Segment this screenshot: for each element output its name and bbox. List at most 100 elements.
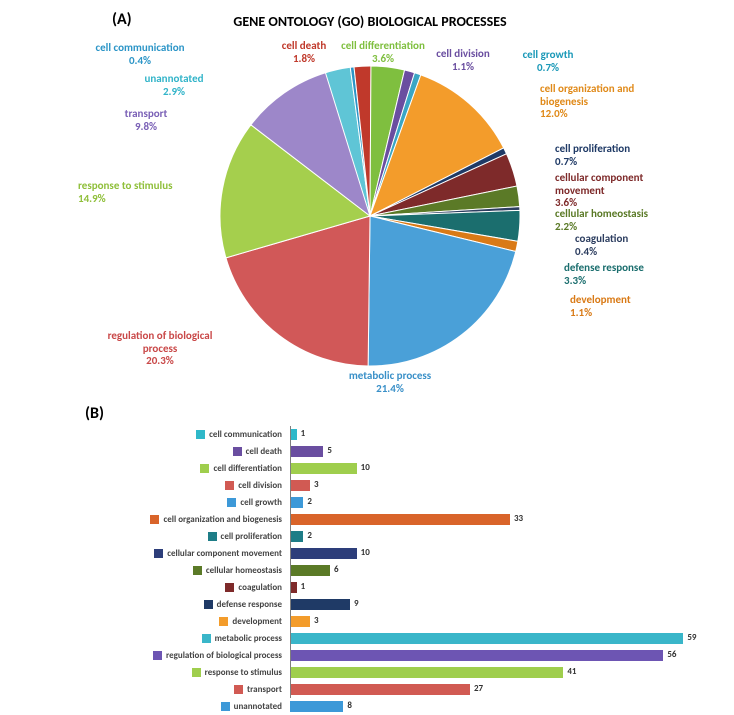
- bar-legend-text: transport: [247, 684, 282, 695]
- bar-fill: [290, 531, 303, 542]
- pie-label-text: cell growth: [523, 49, 574, 62]
- bar-row: cell differentiation 10: [74, 460, 714, 476]
- pie-label-cell_death: cell death1.8%: [282, 40, 327, 65]
- pie-label-unannotated: unannotated2.9%: [144, 73, 203, 98]
- bar-legend: cellular component movement: [74, 548, 282, 559]
- bar-legend: regulation of biological process: [74, 650, 282, 661]
- bar-legend-swatch: [208, 532, 217, 541]
- bar-baseline: [290, 426, 291, 698]
- pie-label-development: development1.1%: [570, 294, 631, 319]
- bar-legend-text: cell division: [238, 480, 282, 491]
- pie-label-pct: 14.9%: [78, 193, 173, 206]
- bar-fill: [290, 480, 310, 491]
- pie-label-cell_org: cell organization andbiogenesis12.0%: [540, 83, 634, 121]
- bar-chart: cell communication1cell death5cell diffe…: [74, 426, 714, 715]
- bar-legend-swatch: [204, 600, 213, 609]
- bar-track: 2: [290, 531, 690, 542]
- pie-label-cell_diff: cell differentiation3.6%: [341, 40, 425, 65]
- bar-legend-text: cell growth: [240, 497, 282, 508]
- bar-fill: [290, 701, 343, 712]
- bar-legend-swatch: [219, 617, 228, 626]
- pie-label-response: response to stimulus14.9%: [78, 180, 173, 205]
- pie-label-text: transport: [125, 108, 168, 121]
- bar-legend-swatch: [227, 498, 236, 507]
- bar-legend: cell differentiation: [74, 463, 282, 474]
- bar-track: 3: [290, 480, 690, 491]
- bar-track: 9: [290, 599, 690, 610]
- bar-value: 3: [314, 615, 319, 626]
- bar-legend: cell proliferation: [74, 531, 282, 542]
- pie-label-text: defense response: [564, 262, 644, 275]
- pie-label-text: metabolic process: [349, 370, 431, 383]
- bar-row: regulation of biological process 56: [74, 647, 714, 663]
- bar-row: cell organization and biogenesis33: [74, 511, 714, 527]
- bar-legend: cell communication: [74, 429, 282, 440]
- bar-row: development 3: [74, 613, 714, 629]
- bar-legend: metabolic process: [74, 633, 282, 644]
- bar-row: response to stimulus41: [74, 664, 714, 680]
- bar-track: 27: [290, 684, 690, 695]
- bar-fill: [290, 650, 663, 661]
- bar-track: 6: [290, 565, 690, 576]
- pie-label-text: response to stimulus: [78, 180, 173, 193]
- bar-row: cellular component movement 10: [74, 545, 714, 561]
- pie-label-text: cellular homeostasis: [555, 208, 648, 221]
- bar-fill: [290, 565, 330, 576]
- bar-legend: defense response: [74, 599, 282, 610]
- bar-legend-swatch: [202, 634, 211, 643]
- bar-fill: [290, 633, 683, 644]
- bar-track: 1: [290, 429, 690, 440]
- pie-label-text: cellular component: [555, 172, 643, 185]
- bar-value: 59: [687, 632, 696, 643]
- bar-fill: [290, 599, 350, 610]
- pie-label-pct: 1.8%: [282, 53, 327, 66]
- bar-legend-text: response to stimulus: [205, 667, 282, 678]
- bar-track: 3: [290, 616, 690, 627]
- bar-legend: transport: [74, 684, 282, 695]
- bar-fill: [290, 446, 323, 457]
- bar-legend: cellular homeostasis: [74, 565, 282, 576]
- bar-value: 27: [474, 683, 483, 694]
- bar-row: cell growth2: [74, 494, 714, 510]
- bar-value: 3: [314, 479, 319, 490]
- bar-row: unannotated 8: [74, 698, 714, 714]
- bar-track: 10: [290, 548, 690, 559]
- bar-value: 56: [667, 649, 676, 660]
- pie-label-pct: 3.6%: [341, 53, 425, 66]
- bar-fill: [290, 684, 470, 695]
- bar-value: 8: [347, 700, 352, 711]
- pie-label-text: cell division: [436, 48, 489, 61]
- bar-legend-text: development: [232, 616, 282, 627]
- bar-legend-swatch: [154, 549, 163, 558]
- bar-fill: [290, 548, 357, 559]
- bar-legend-swatch: [193, 566, 202, 575]
- bar-legend-text: coagulation: [238, 582, 282, 593]
- bar-track: 10: [290, 463, 690, 474]
- bar-row: cell division 3: [74, 477, 714, 493]
- pie-label-cell_communication: cell communication0.4%: [95, 42, 184, 67]
- pie-label-cell_prolif: cell proliferation0.7%: [555, 143, 630, 168]
- pie-label-regulation: regulation of biologicalprocess20.3%: [108, 330, 213, 368]
- bar-legend-text: cellular homeostasis: [206, 565, 282, 576]
- pie-label-defense: defense response3.3%: [564, 262, 644, 287]
- bar-legend-text: metabolic process: [215, 633, 282, 644]
- bar-value: 33: [514, 513, 523, 524]
- bar-value: 10: [361, 547, 370, 558]
- pie-label-text: development: [570, 294, 631, 307]
- pie-label-transport: transport9.8%: [125, 108, 168, 133]
- bar-legend-swatch: [150, 515, 159, 524]
- bar-row: cell proliferation 2: [74, 528, 714, 544]
- bar-legend-text: cell proliferation: [221, 531, 282, 542]
- bar-legend-swatch: [196, 430, 205, 439]
- bar-value: 9: [354, 598, 359, 609]
- bar-track: 5: [290, 446, 690, 457]
- bar-row: transport 27: [74, 681, 714, 697]
- bar-fill: [290, 667, 563, 678]
- bar-value: 6: [334, 564, 339, 575]
- bar-legend-text: unannotated: [234, 701, 282, 712]
- bar-legend-swatch: [225, 583, 234, 592]
- pie-label-text: regulation of biological: [108, 330, 213, 343]
- pie-label-text: unannotated: [144, 73, 203, 86]
- pie-label-pct: 1.1%: [436, 61, 489, 74]
- bar-track: 1: [290, 582, 690, 593]
